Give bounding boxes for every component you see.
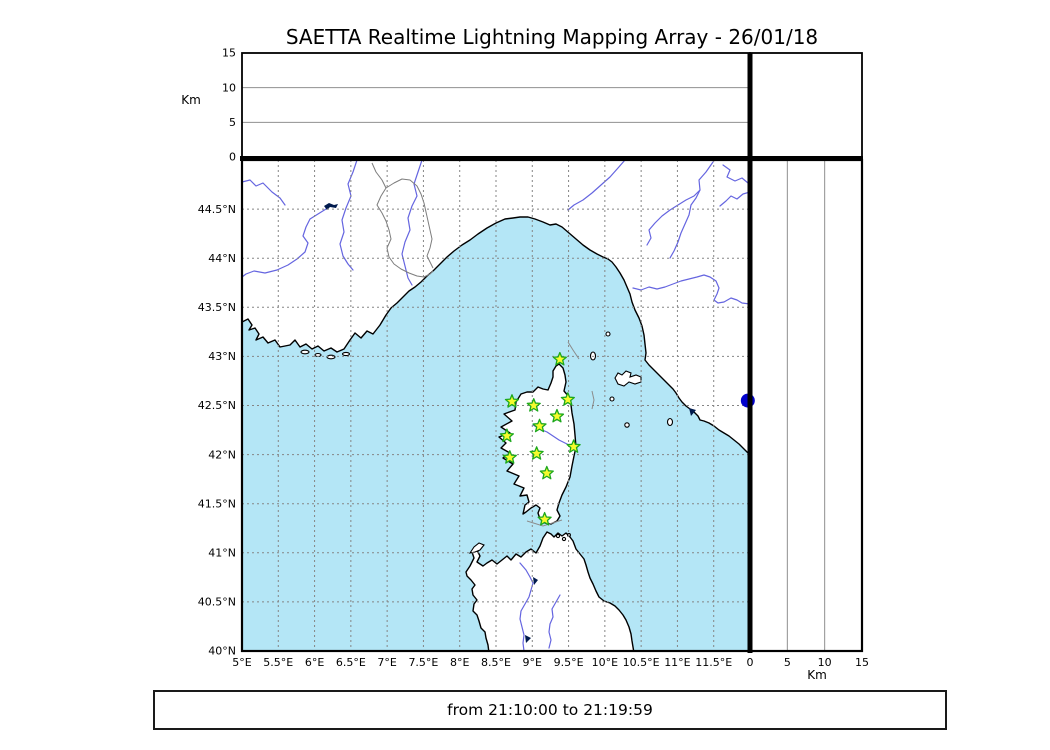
lat-tick-label: 44°N xyxy=(208,252,236,265)
corner-panel-bg xyxy=(750,53,862,157)
hyeres-island xyxy=(341,351,351,357)
map-panel xyxy=(242,160,750,651)
panel-frames xyxy=(240,52,864,653)
time-range-box: from 21:10:00 to 21:19:59 xyxy=(153,690,947,730)
lon-tick-label: 9°E xyxy=(523,656,542,669)
time-range-text: from 21:10:00 to 21:19:59 xyxy=(447,701,653,719)
altitude-tick-label: 0 xyxy=(747,656,754,669)
montecristo-island xyxy=(624,422,630,428)
lon-tick-label: 8°E xyxy=(450,656,469,669)
right-panel-bg xyxy=(750,160,862,651)
sardinia-coastline xyxy=(465,531,635,651)
lon-tick-label: 10°E xyxy=(592,656,618,669)
river-path xyxy=(719,191,750,207)
lake xyxy=(533,577,538,585)
river-path xyxy=(339,160,358,271)
river-path xyxy=(567,160,626,211)
station-marker xyxy=(502,450,517,464)
lat-tick-label: 44.5°N xyxy=(198,203,236,216)
maddalena-island xyxy=(555,533,561,539)
river-path xyxy=(519,562,534,651)
station-marker xyxy=(526,398,541,412)
lon-tick-label: 11°E xyxy=(664,656,690,669)
geography xyxy=(242,160,750,651)
lat-tick-label: 42.5°N xyxy=(198,399,236,412)
altitude-axis-unit: Km xyxy=(181,93,201,107)
hyeres-island xyxy=(326,354,336,360)
lat-tick-label: 43.5°N xyxy=(198,301,236,314)
altitude-longitude-panel xyxy=(242,53,750,157)
lake xyxy=(324,203,338,210)
river-path xyxy=(646,189,701,246)
station-marker xyxy=(504,394,520,408)
lon-tick-label: 7°E xyxy=(377,656,396,669)
asinara-island xyxy=(468,542,485,554)
map-gridlines xyxy=(242,160,750,651)
sea-mark xyxy=(526,519,563,527)
station-marker xyxy=(560,392,575,406)
station-marker xyxy=(566,439,581,453)
altitude-tick-label: 10 xyxy=(818,656,832,669)
station-marker xyxy=(529,446,544,460)
altitude-tick-label: 10 xyxy=(222,81,236,94)
river-path xyxy=(401,160,423,286)
station-marker xyxy=(539,465,554,480)
station-marker xyxy=(552,351,567,366)
altitude-tick-label: 0 xyxy=(229,151,236,164)
giglio-island xyxy=(666,417,674,427)
station-marker xyxy=(537,511,552,526)
lat-tick-label: 41.5°N xyxy=(198,497,236,510)
lon-tick-label: 5°E xyxy=(232,656,251,669)
altitude-tick-label: 5 xyxy=(229,116,236,129)
axis-labels: 5°E 5.5°E 6°E 6.5°E 7°E 7.5°E 8°E 8.5°E 9°E 9.5°E… xyxy=(181,47,869,682)
pianosa-island xyxy=(609,396,615,402)
gorgona-island xyxy=(605,331,611,337)
altitude-axis-unit: Km xyxy=(807,668,827,682)
altitude-tick-label: 15 xyxy=(855,656,869,669)
lat-tick-label: 42°N xyxy=(208,448,236,461)
station-marker xyxy=(549,408,565,423)
altitude-tick-label: 15 xyxy=(222,47,236,60)
lagoon xyxy=(689,408,696,416)
top-panel-bg xyxy=(242,53,750,157)
river-path xyxy=(242,208,327,278)
maddalena-island xyxy=(561,536,567,542)
lon-tick-label: 8.5°E xyxy=(481,656,511,669)
lon-tick-label: 11.5°E xyxy=(695,656,732,669)
river-path xyxy=(669,161,714,259)
station-markers xyxy=(499,351,581,526)
lon-tick-label: 6.5°E xyxy=(336,656,366,669)
lon-tick-label: 5.5°E xyxy=(263,656,293,669)
corner-panel xyxy=(750,53,862,157)
altitude-latitude-panel xyxy=(750,160,862,651)
river-path xyxy=(548,594,561,649)
right-panel-gridlines xyxy=(786,160,826,651)
river-path xyxy=(632,274,750,305)
altitude-tick-label: 5 xyxy=(784,656,791,669)
lat-tick-label: 41°N xyxy=(208,547,236,560)
lat-tick-label: 40.5°N xyxy=(198,596,236,609)
station-marker xyxy=(532,418,547,433)
lon-tick-label: 9.5°E xyxy=(554,656,584,669)
river-path xyxy=(242,179,286,206)
lat-tick-label: 43°N xyxy=(208,350,236,363)
plot-title: SAETTA Realtime Lightning Mapping Array … xyxy=(285,25,819,49)
country-border xyxy=(385,178,434,269)
lon-tick-label: 10.5°E xyxy=(623,656,660,669)
lon-tick-label: 7.5°E xyxy=(408,656,438,669)
lon-tick-label: 6°E xyxy=(305,656,324,669)
elba-island xyxy=(614,370,642,387)
hyeres-island xyxy=(300,349,310,355)
lake xyxy=(525,635,531,643)
lat-tick-label: 40°N xyxy=(208,645,236,658)
top-panel-gridlines xyxy=(242,87,750,123)
station-marker xyxy=(499,428,514,443)
